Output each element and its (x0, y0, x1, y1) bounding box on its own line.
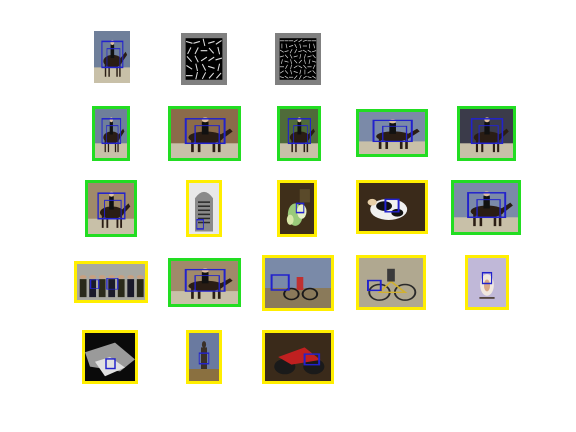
result-thumbnail (262, 255, 334, 311)
result-thumbnail (92, 106, 130, 161)
thumbnail-image (85, 333, 135, 381)
thumbnail-image (280, 183, 314, 234)
query-image (94, 31, 130, 83)
result-thumbnail (277, 106, 321, 161)
result-thumbnail (262, 330, 334, 384)
result-thumbnail (168, 258, 241, 307)
thumbnail-image (189, 183, 219, 234)
thumbnail-image (95, 109, 127, 158)
result-thumbnail (186, 180, 222, 237)
thumbnail-image (359, 183, 425, 231)
thumbnail-image (280, 109, 318, 158)
thumbnail-image (88, 183, 134, 234)
thumbnail-image (275, 33, 321, 85)
result-thumbnail (186, 330, 222, 384)
thumbnail-image (359, 258, 423, 307)
result-thumbnail (457, 106, 516, 161)
thumbnail-image (181, 33, 227, 85)
thumbnail-image (189, 333, 219, 381)
thumbnail-image (77, 264, 145, 300)
thumbnail-image (171, 261, 238, 304)
thumbnail-image (454, 183, 518, 232)
result-thumbnail (356, 109, 428, 157)
thumbnail-image (265, 333, 331, 381)
result-thumbnail (451, 180, 521, 235)
result-thumbnail (82, 330, 138, 384)
thumbnail-image (171, 109, 238, 158)
thumbnail-image (265, 258, 331, 308)
result-thumbnail (277, 180, 317, 237)
result-thumbnail (168, 106, 241, 161)
hog-template-1 (181, 33, 227, 85)
result-thumbnail (74, 261, 148, 303)
result-thumbnail (85, 180, 137, 237)
result-thumbnail (356, 180, 428, 234)
thumbnail-image (460, 109, 513, 158)
thumbnail-image (94, 31, 130, 83)
thumbnail-image (359, 112, 425, 154)
thumbnail-image (468, 258, 506, 307)
result-thumbnail (465, 255, 509, 310)
hog-template-2 (275, 33, 321, 85)
result-thumbnail (356, 255, 426, 310)
